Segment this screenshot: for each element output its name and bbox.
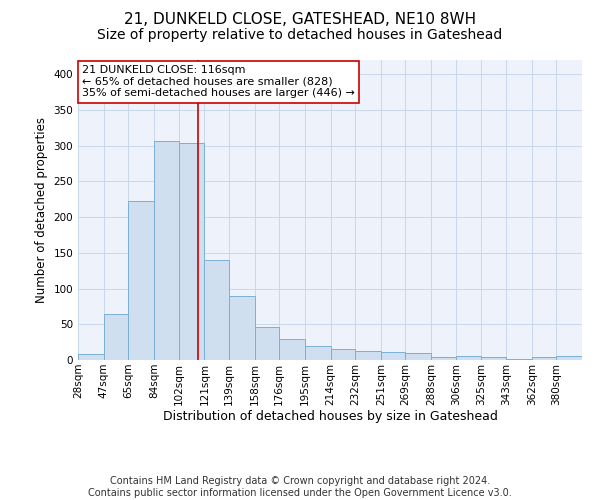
Bar [128, 202, 154, 360]
Bar [305, 346, 331, 360]
Bar [481, 357, 506, 360]
Text: 21 DUNKELD CLOSE: 116sqm
← 65% of detached houses are smaller (828)
35% of semi-: 21 DUNKELD CLOSE: 116sqm ← 65% of detach… [82, 65, 355, 98]
Bar [331, 350, 355, 360]
Bar [532, 357, 556, 360]
Bar [455, 356, 481, 360]
Bar [431, 357, 455, 360]
Text: Size of property relative to detached houses in Gateshead: Size of property relative to detached ho… [97, 28, 503, 42]
Bar [381, 352, 406, 360]
Bar [254, 327, 279, 360]
Bar [179, 143, 205, 360]
Bar [154, 142, 179, 360]
Bar [104, 314, 128, 360]
Bar [205, 260, 229, 360]
X-axis label: Distribution of detached houses by size in Gateshead: Distribution of detached houses by size … [163, 410, 497, 424]
Text: 21, DUNKELD CLOSE, GATESHEAD, NE10 8WH: 21, DUNKELD CLOSE, GATESHEAD, NE10 8WH [124, 12, 476, 28]
Bar [406, 353, 431, 360]
Text: Contains HM Land Registry data © Crown copyright and database right 2024.
Contai: Contains HM Land Registry data © Crown c… [88, 476, 512, 498]
Bar [556, 356, 582, 360]
Y-axis label: Number of detached properties: Number of detached properties [35, 117, 48, 303]
Bar [229, 296, 254, 360]
Bar [355, 350, 381, 360]
Bar [78, 354, 104, 360]
Bar [506, 358, 532, 360]
Bar [279, 338, 305, 360]
